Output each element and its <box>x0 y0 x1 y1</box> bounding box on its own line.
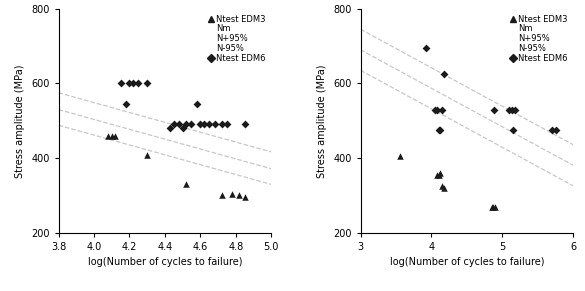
Point <box>133 81 143 86</box>
Point <box>435 171 445 175</box>
Point <box>421 46 431 50</box>
Point <box>169 122 178 127</box>
Point <box>487 204 497 209</box>
Point <box>432 173 442 177</box>
Point <box>551 128 560 132</box>
Point <box>174 122 184 127</box>
Point <box>217 122 226 127</box>
Point <box>439 186 449 190</box>
Point <box>439 72 448 77</box>
Point <box>395 154 404 159</box>
Point <box>508 128 518 132</box>
Point <box>505 107 514 112</box>
Point <box>548 128 557 132</box>
Legend: Ntest EDM3, Nm, N+95%, N-95%, Ntest EDM6: Ntest EDM3, Nm, N+95%, N-95%, Ntest EDM6 <box>208 13 267 65</box>
Legend: Ntest EDM3, Nm, N+95%, N-95%, Ntest EDM6: Ntest EDM3, Nm, N+95%, N-95%, Ntest EDM6 <box>510 13 569 65</box>
Point <box>240 122 249 127</box>
Point <box>210 122 219 127</box>
Point <box>431 107 440 112</box>
Point <box>121 102 130 106</box>
Point <box>205 122 214 127</box>
Point <box>434 173 443 177</box>
Point <box>489 107 498 112</box>
Point <box>235 193 244 198</box>
Point <box>432 107 442 112</box>
Point <box>143 153 152 157</box>
Point <box>228 191 237 196</box>
Y-axis label: Stress amplitude (MPa): Stress amplitude (MPa) <box>318 64 328 178</box>
Point <box>104 133 113 138</box>
Point <box>511 107 520 112</box>
Point <box>222 122 232 127</box>
Point <box>116 81 125 86</box>
X-axis label: log(Number of cycles to failure): log(Number of cycles to failure) <box>88 257 242 267</box>
Point <box>187 122 196 127</box>
Point <box>199 122 208 127</box>
Point <box>488 204 498 209</box>
Point <box>128 81 137 86</box>
Point <box>434 128 443 132</box>
Point <box>217 193 226 198</box>
Point <box>192 102 201 106</box>
Point <box>181 182 191 187</box>
Point <box>438 184 447 189</box>
Point <box>178 126 187 131</box>
Point <box>435 128 445 132</box>
Point <box>195 122 205 127</box>
Point <box>111 133 120 138</box>
Point <box>240 195 249 200</box>
Point <box>107 133 116 138</box>
Point <box>181 122 191 127</box>
Point <box>125 81 134 86</box>
Y-axis label: Stress amplitude (MPa): Stress amplitude (MPa) <box>15 64 25 178</box>
X-axis label: log(Number of cycles to failure): log(Number of cycles to failure) <box>390 257 544 267</box>
Point <box>491 204 500 209</box>
Point <box>143 81 152 86</box>
Point <box>507 107 517 112</box>
Point <box>438 107 447 112</box>
Point <box>166 126 175 131</box>
